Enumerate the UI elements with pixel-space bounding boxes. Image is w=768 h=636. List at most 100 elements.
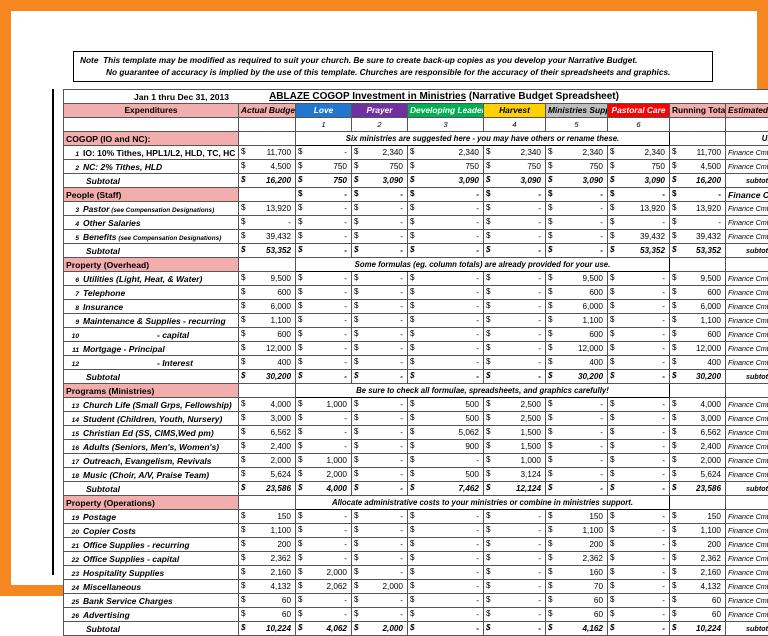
currency-symbol: $ <box>610 427 615 436</box>
actual-budget-value: $13,920 <box>239 202 296 216</box>
currency-symbol: $ <box>410 469 415 478</box>
ministry-value-4: $- <box>484 286 546 300</box>
money-value: - <box>548 484 605 493</box>
currency-symbol: $ <box>672 483 677 492</box>
ministry-value-3: $900 <box>408 440 484 454</box>
ministry-value-5: $- <box>546 216 608 230</box>
money-value: 500 <box>410 400 481 409</box>
currency-symbol: $ <box>486 455 491 464</box>
section-header-row: COGOP (IO and NC):Six ministries are sug… <box>64 132 768 146</box>
money-value: - <box>548 428 605 437</box>
line-item-number: 2 <box>66 165 79 172</box>
ministry-value-2: $2,340 <box>352 146 408 160</box>
currency-symbol: $ <box>486 329 491 338</box>
estimated-by-value: Finance Cmte <box>726 608 768 622</box>
currency-symbol: $ <box>354 315 359 324</box>
money-value: 30,200 <box>672 372 723 381</box>
money-value: 3,000 <box>241 414 293 423</box>
money-value: 10,224 <box>672 624 723 633</box>
line-item-number: 3 <box>66 207 79 214</box>
subtotal-ministry-5: $3,090 <box>546 174 608 188</box>
currency-symbol: $ <box>241 539 246 548</box>
currency-symbol: $ <box>610 511 615 520</box>
ministry-value-3: $- <box>408 580 484 594</box>
subtotal-ministry-6: $53,352 <box>608 244 670 258</box>
currency-symbol: $ <box>354 287 359 296</box>
ministry-value-4: $- <box>484 552 546 566</box>
money-value: 2,000 <box>241 456 293 465</box>
actual-budget-value: $9,500 <box>239 272 296 286</box>
ministry-value-6: $- <box>608 328 670 342</box>
money-value: - <box>354 428 405 437</box>
money-value: - <box>486 582 543 591</box>
line-item-number: 6 <box>66 277 79 284</box>
currency-symbol: $ <box>486 427 491 436</box>
money-value: 5,624 <box>672 470 723 479</box>
numrow-spacer-expenditures <box>64 118 239 132</box>
money-value: - <box>298 330 349 339</box>
money-value: - <box>354 554 405 563</box>
currency-symbol: $ <box>672 203 677 212</box>
currency-symbol: $ <box>410 581 415 590</box>
actual-budget-value: $4,132 <box>239 580 296 594</box>
ministry-value-5: $- <box>546 398 608 412</box>
money-value: 4,000 <box>298 484 349 493</box>
money-value: 200 <box>548 540 605 549</box>
money-value: - <box>354 610 405 619</box>
currency-symbol: $ <box>610 609 615 618</box>
money-value: - <box>298 246 349 255</box>
section-header-row: Property (Overhead)Some formulas (eg. co… <box>64 258 768 272</box>
section-actual-blank <box>239 258 296 272</box>
ministry-value-6: $- <box>608 552 670 566</box>
subtotal-ministry-3: $7,462 <box>408 482 484 496</box>
actual-budget-value: $2,400 <box>239 440 296 454</box>
money-value: 1,100 <box>548 526 605 535</box>
currency-symbol: $ <box>610 525 615 534</box>
money-value: - <box>354 316 405 325</box>
money-value: - <box>298 540 349 549</box>
money-value: - <box>354 232 405 241</box>
money-value: - <box>241 218 293 227</box>
currency-symbol: $ <box>241 469 246 478</box>
section-hint: Allocate administrative costs to your mi… <box>296 496 670 510</box>
estimated-by-value: Finance Cmte <box>726 440 768 454</box>
currency-symbol: $ <box>672 581 677 590</box>
money-value: - <box>486 246 543 255</box>
ministry-value-1: $1,000 <box>296 398 352 412</box>
ministry-value-6: $- <box>608 454 670 468</box>
currency-symbol: $ <box>241 441 246 450</box>
money-value: 12,124 <box>486 484 543 493</box>
money-value: - <box>410 372 481 381</box>
running-total-value: $600 <box>670 328 726 342</box>
section-running-blank <box>670 384 726 398</box>
subtotal-ministry-5: $- <box>546 482 608 496</box>
money-value: - <box>354 190 405 199</box>
ministry-value-4: $1,500 <box>484 440 546 454</box>
orange-page-frame: Note This template may be modified as re… <box>0 0 768 596</box>
ministry-value-4: $- <box>484 272 546 286</box>
money-value: - <box>610 470 667 479</box>
section-money-running: $- <box>670 188 726 202</box>
section-money-3: $- <box>408 188 484 202</box>
currency-symbol: $ <box>486 161 491 170</box>
line-item-number: 4 <box>66 221 79 228</box>
ministry-value-6: $- <box>608 608 670 622</box>
money-value: 53,352 <box>241 246 293 255</box>
currency-symbol: $ <box>354 189 359 198</box>
estimated-by-value: Finance Cmte <box>726 412 768 426</box>
money-value: - <box>298 610 349 619</box>
currency-symbol: $ <box>486 287 491 296</box>
running-total-value: $5,624 <box>670 468 726 482</box>
currency-symbol: $ <box>610 413 615 422</box>
estimated-by-value: Finance Cmte <box>726 426 768 440</box>
currency-symbol: $ <box>548 553 553 562</box>
ministry-value-1: $- <box>296 202 352 216</box>
